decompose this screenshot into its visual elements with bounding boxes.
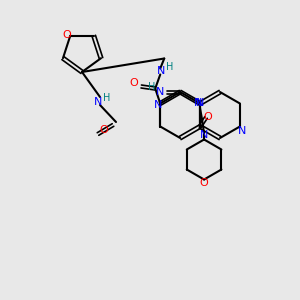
Text: O: O: [204, 112, 212, 122]
Text: H: H: [103, 93, 111, 103]
Text: O: O: [100, 125, 108, 135]
Text: N: N: [94, 97, 102, 107]
Text: O: O: [130, 79, 139, 88]
Text: O: O: [63, 30, 72, 40]
Text: N: N: [157, 67, 165, 76]
Text: N: N: [238, 125, 246, 136]
Text: N: N: [154, 100, 162, 110]
Text: N: N: [196, 98, 204, 107]
Text: O: O: [200, 178, 208, 188]
Text: N: N: [156, 87, 164, 97]
Text: N: N: [194, 98, 202, 107]
Text: H: H: [166, 61, 173, 71]
Text: N: N: [200, 130, 208, 140]
Text: H: H: [148, 82, 156, 92]
